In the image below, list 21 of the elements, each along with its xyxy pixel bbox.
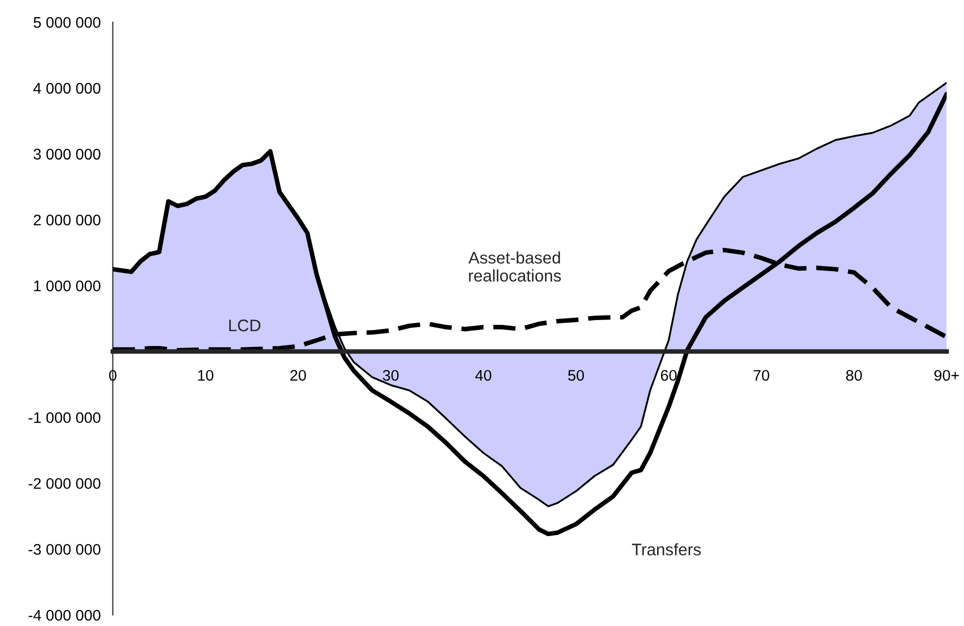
- y-tick-label: 1 000 000: [34, 280, 100, 292]
- series-label: LCD: [229, 320, 260, 332]
- x-tick-label: 30: [382, 370, 399, 381]
- x-tick-label: 20: [290, 370, 306, 381]
- x-tick-label: 60: [660, 370, 677, 381]
- y-tick-label: 3 000 000: [34, 148, 100, 160]
- x-tick-label: 10: [198, 370, 214, 381]
- text: Transfers: [632, 543, 701, 556]
- x-tick-label: 70: [754, 370, 770, 381]
- x-tick-label: 50: [568, 370, 584, 381]
- y-tick-label: 4 000 000: [33, 82, 100, 94]
- x-tick-label: 80: [846, 370, 862, 381]
- y-tick-label: 2 000 000: [34, 214, 100, 226]
- text: Asset-based reallocations: [468, 251, 561, 282]
- y-tick-label: -3 000 000: [28, 544, 100, 555]
- y-tick-label: -2 000 000: [28, 478, 100, 489]
- y-tick-label: 5 000 000: [34, 17, 100, 28]
- y-tick-label: -4 000 000: [28, 610, 100, 621]
- x-tick-label: 90+: [934, 370, 959, 381]
- y-tick-label: -1 000 000: [28, 412, 100, 424]
- x-tick-label: 40: [475, 370, 492, 381]
